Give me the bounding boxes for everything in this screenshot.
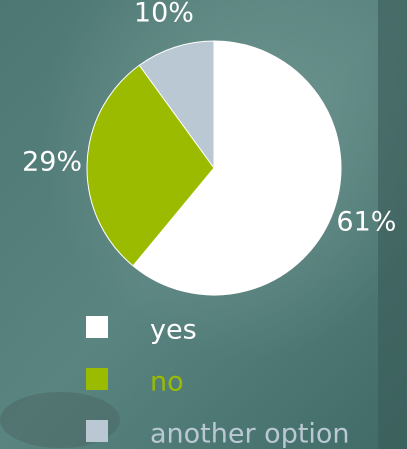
legend-label: no [150,367,184,398]
legend-swatch [86,368,108,390]
pie-slice [132,40,342,296]
slice-label: 29% [22,146,82,177]
legend-swatch [86,316,108,338]
tree-trunk [378,0,407,449]
legend-label: another option [150,419,350,449]
legend-swatch [86,420,108,442]
slice-label: 10% [134,0,194,28]
pie-slice [138,40,215,170]
legend-label: yes [150,315,197,346]
pie-slice [86,64,215,267]
slice-label: 61% [336,206,396,237]
